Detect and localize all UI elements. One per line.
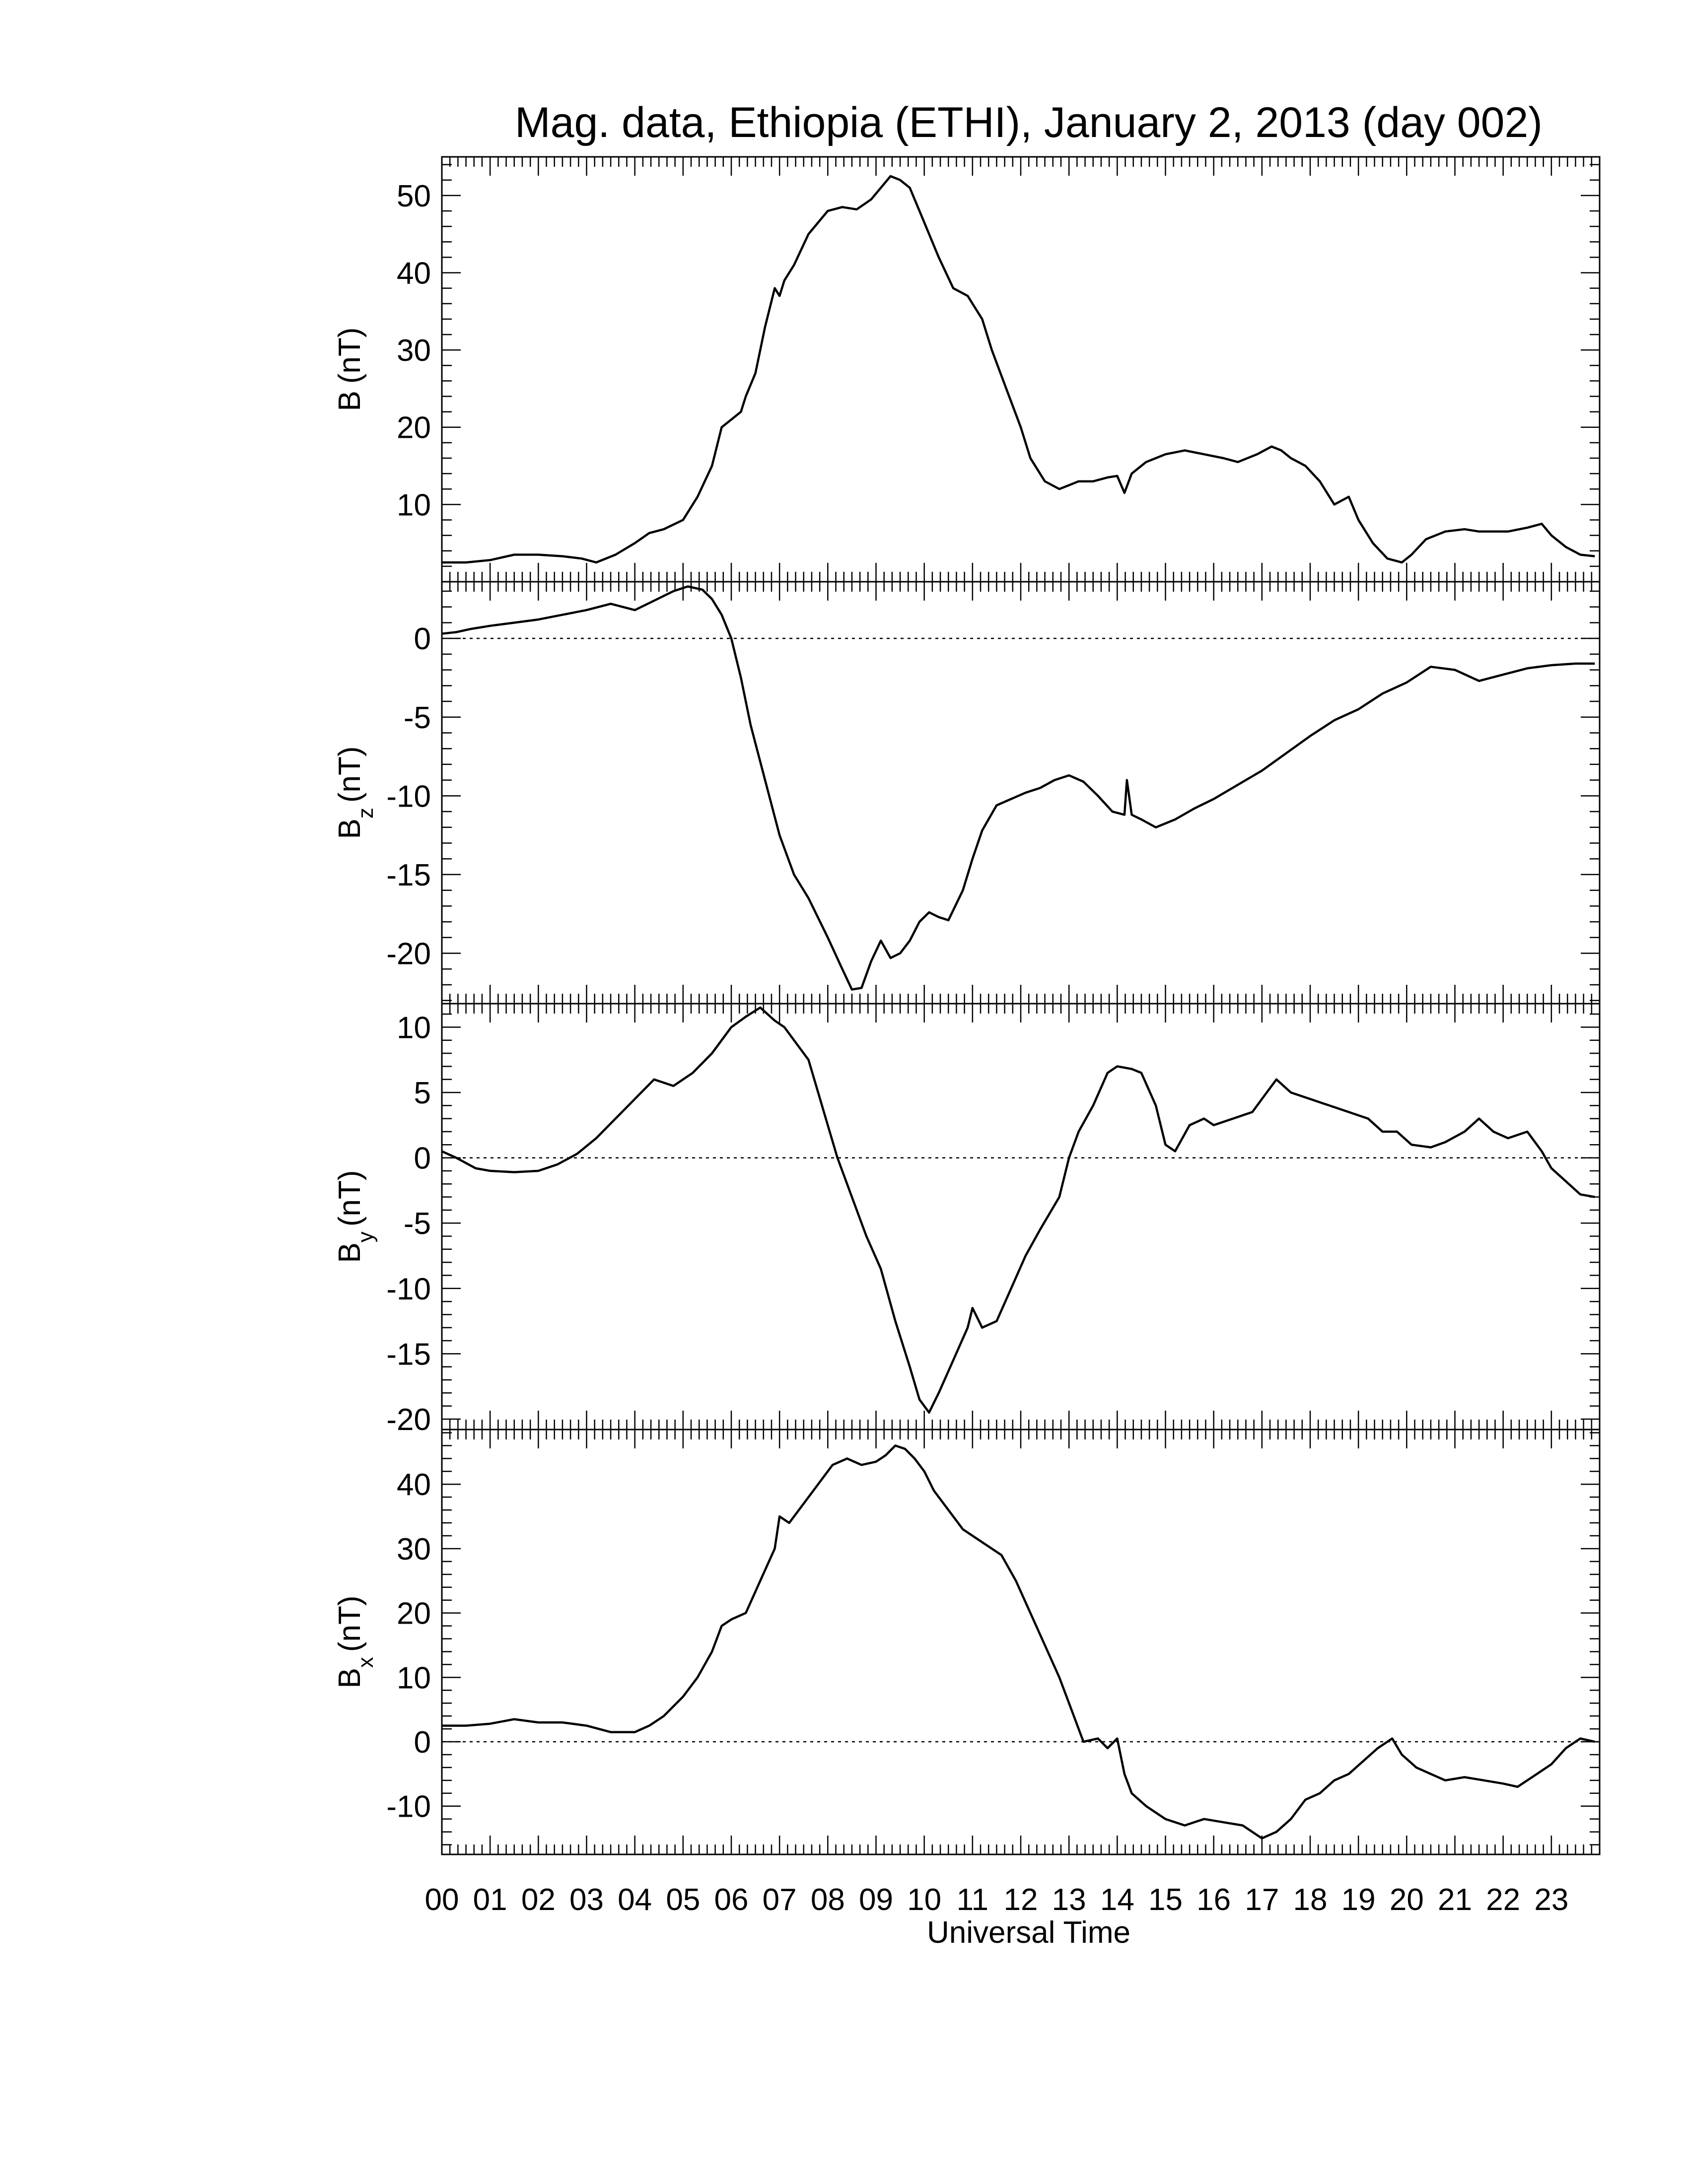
y-axis-title-main: B [333,1668,367,1688]
y-axis-title-subscript: z [353,808,378,819]
panel-frame-bx [441,1429,1601,1855]
y-tick-label-bx: 40 [397,1468,431,1502]
x-tick-label: 23 [1534,1883,1568,1917]
y-tick-label-bz: -5 [404,701,431,735]
y-tick-label-bx: 20 [397,1597,431,1631]
y-tick-label-by: -10 [386,1272,431,1306]
series-line-bx [442,1444,1595,1840]
y-axis-title-subscript: x [353,1657,378,1668]
y-axis-title-bx: Bx (nT) [333,1595,378,1688]
x-tick-label: 11 [957,1883,988,1917]
x-tick-label: 15 [1148,1883,1183,1917]
y-tick-label-bz: 0 [414,622,431,656]
x-tick-label: 19 [1341,1883,1376,1917]
x-tick-label: 13 [1052,1883,1086,1917]
y-tick-label-bz: -20 [386,937,431,971]
x-tick-label: 02 [521,1883,556,1917]
y-axis-title-b: B (nT) [333,327,367,411]
y-axis-title-main: B [333,1242,367,1263]
y-axis-title-unit: (nT) [333,746,367,803]
panel-by: 10 5 0 -5 -10 -15 -20 By (nT) [333,1003,1601,1437]
panel-bx: 40 30 20 10 0 -10 Bx (nT) [333,1429,1601,1855]
x-tick-label: 17 [1245,1883,1279,1917]
x-axis-title: Universal Time [927,1915,1130,1950]
y-tick-label-by: 0 [414,1142,431,1176]
x-tick-label: 09 [859,1883,893,1917]
y-tick-label-bx: 30 [397,1532,431,1567]
y-axis-title-bz: Bz (nT) [333,746,378,839]
x-tick-label: 16 [1196,1883,1231,1917]
y-tick-label-by: -20 [386,1403,431,1437]
series-line-b [442,175,1595,564]
y-tick-label-b: 20 [397,411,431,445]
y-axis-title-unit: (nT) [333,327,367,384]
panel-frame-b [441,156,1601,583]
x-tick-label: 00 [425,1883,459,1917]
x-tick-label: 20 [1390,1883,1424,1917]
x-tick-label: 05 [666,1883,700,1917]
panel-frame-bz [441,581,1601,1005]
panel-frame-by [441,1003,1601,1431]
x-tick-label: 21 [1438,1883,1472,1917]
y-tick-label-by: -5 [404,1207,431,1241]
y-tick-label-bx: 10 [397,1661,431,1695]
panel-b: 10 20 30 40 50 B (nT) [333,156,1601,583]
x-tick-label: 04 [618,1883,652,1917]
y-tick-label-bx: 0 [414,1725,431,1760]
y-tick-label-by: 5 [414,1076,431,1110]
x-tick-label: 07 [763,1883,797,1917]
y-axis-title-subscript: y [353,1231,378,1242]
x-tick-label: 08 [811,1883,845,1917]
y-tick-label-b: 50 [397,179,431,213]
y-axis-title-main: B [333,819,367,839]
x-tick-label: 12 [1004,1883,1038,1917]
y-axis-title-main: B [333,391,367,411]
x-tick-label: 01 [473,1883,507,1917]
x-tick-label: 10 [907,1883,941,1917]
x-tick-label: 06 [714,1883,749,1917]
panel-bz: 0 -5 -10 -15 -20 Bz (nT) [333,581,1601,1005]
y-tick-label-by: -15 [386,1337,431,1371]
x-tick-label: 14 [1100,1883,1134,1917]
x-ticks-b [441,157,1600,583]
y-tick-label-b: 30 [397,334,431,368]
y-tick-label-bz: -10 [386,779,431,814]
y-tick-label-b: 40 [397,256,431,290]
x-ticks-by [441,1004,1600,1430]
y-tick-label-b: 10 [397,488,431,522]
y-tick-label-bz: -15 [386,858,431,892]
x-ticks-bx [441,1430,1600,1854]
y-axis-title-by: By (nT) [333,1170,378,1263]
x-axis-tick-labels: 00 01 02 03 04 05 06 07 08 09 10 11 12 13 14 15 16 17 18 19… [425,1883,1569,1917]
x-tick-label: 03 [569,1883,604,1917]
x-tick-label: 22 [1486,1883,1520,1917]
chart-title: Mag. data, Ethiopia (ETHI), January 2, 2… [515,99,1543,146]
series-line-by [441,1006,1595,1414]
x-ticks-bz [441,582,1600,1004]
y-axis-title-unit: (nT) [333,1170,367,1227]
y-tick-label-bx: -10 [386,1790,431,1824]
y-tick-label-by: 10 [397,1011,431,1045]
series-line-bz [441,585,1595,991]
x-tick-label: 18 [1293,1883,1328,1917]
y-axis-title-unit: (nT) [333,1595,367,1652]
